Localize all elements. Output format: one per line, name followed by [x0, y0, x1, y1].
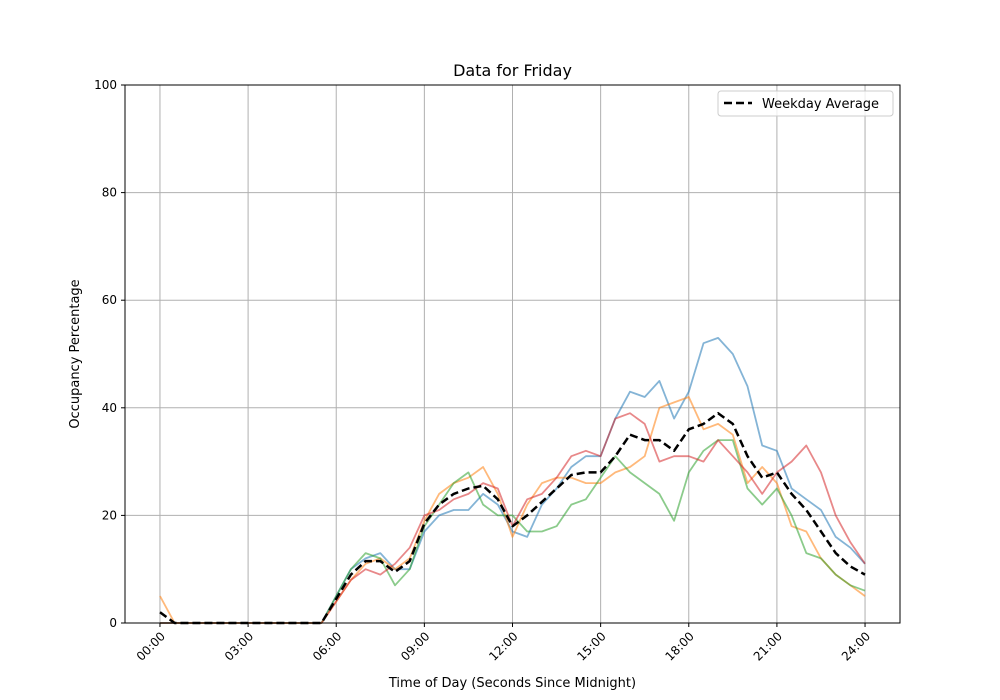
x-tick-label: 24:00	[839, 629, 873, 663]
y-tick-label: 100	[94, 78, 117, 92]
x-tick-label: 06:00	[310, 629, 344, 663]
legend-box	[717, 90, 894, 117]
y-tick-label: 40	[102, 401, 117, 415]
chart-title: Data for Friday	[453, 61, 572, 80]
x-tick-label: 03:00	[222, 629, 256, 663]
x-tick-label: 21:00	[751, 629, 785, 663]
x-tick-label: 12:00	[486, 629, 520, 663]
legend-label-weekday-average: Weekday Average	[762, 97, 879, 112]
y-tick-label: 20	[102, 508, 117, 522]
y-tick-label: 60	[102, 293, 117, 307]
x-axis-label: Time of Day (Seconds Since Midnight)	[388, 676, 636, 691]
y-tick-label: 80	[102, 186, 117, 200]
y-axis-ticks: 0 20 40 60 80 100	[94, 78, 125, 630]
legend: Weekday Average	[717, 90, 894, 117]
y-tick-label: 0	[109, 616, 117, 630]
x-tick-label: 15:00	[574, 629, 608, 663]
x-tick-label: 09:00	[398, 629, 432, 663]
x-tick-label: 18:00	[663, 629, 697, 663]
grid	[125, 84, 900, 624]
x-tick-label: 00:00	[134, 629, 168, 663]
y-axis-label: Occupancy Percentage	[68, 279, 83, 428]
x-axis-ticks: 00:00 03:00 06:00 09:00 12:00 15:00 18:00 21:00…	[134, 623, 873, 664]
